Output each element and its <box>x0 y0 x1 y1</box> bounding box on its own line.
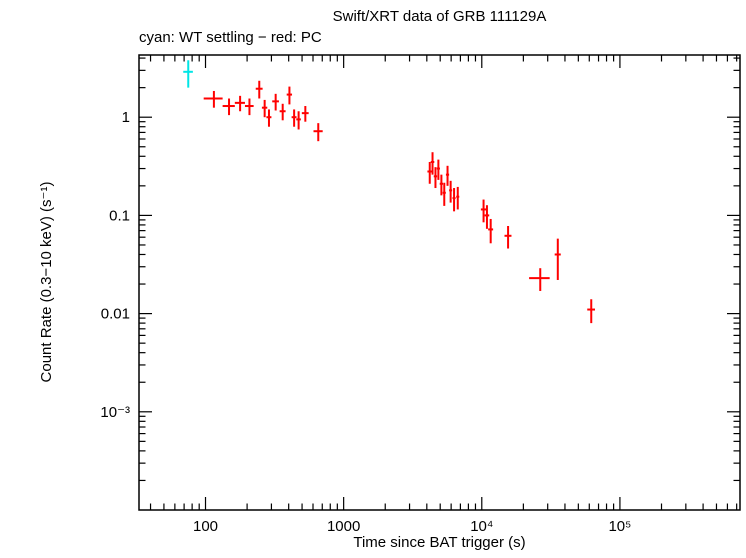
y-axis-label: Count Rate (0.3−10 keV) (s⁻¹) <box>38 181 55 383</box>
x-tick-label: 1000 <box>327 518 360 535</box>
x-axis-label: Time since BAT trigger (s) <box>353 534 526 551</box>
y-tick-label: 1 <box>122 109 130 126</box>
x-tick-label: 10⁵ <box>608 518 631 535</box>
plot-frame <box>138 54 741 511</box>
x-tick-label: 10⁴ <box>470 518 493 535</box>
y-tick-label: 0.01 <box>101 306 130 323</box>
chart-legend: cyan: WT settling − red: PC <box>139 29 322 46</box>
y-tick-label: 0.1 <box>109 207 130 224</box>
y-tick-label: 10⁻³ <box>100 404 130 421</box>
x-tick-label: 100 <box>193 518 218 535</box>
chart-title: Swift/XRT data of GRB 111129A <box>332 8 547 25</box>
